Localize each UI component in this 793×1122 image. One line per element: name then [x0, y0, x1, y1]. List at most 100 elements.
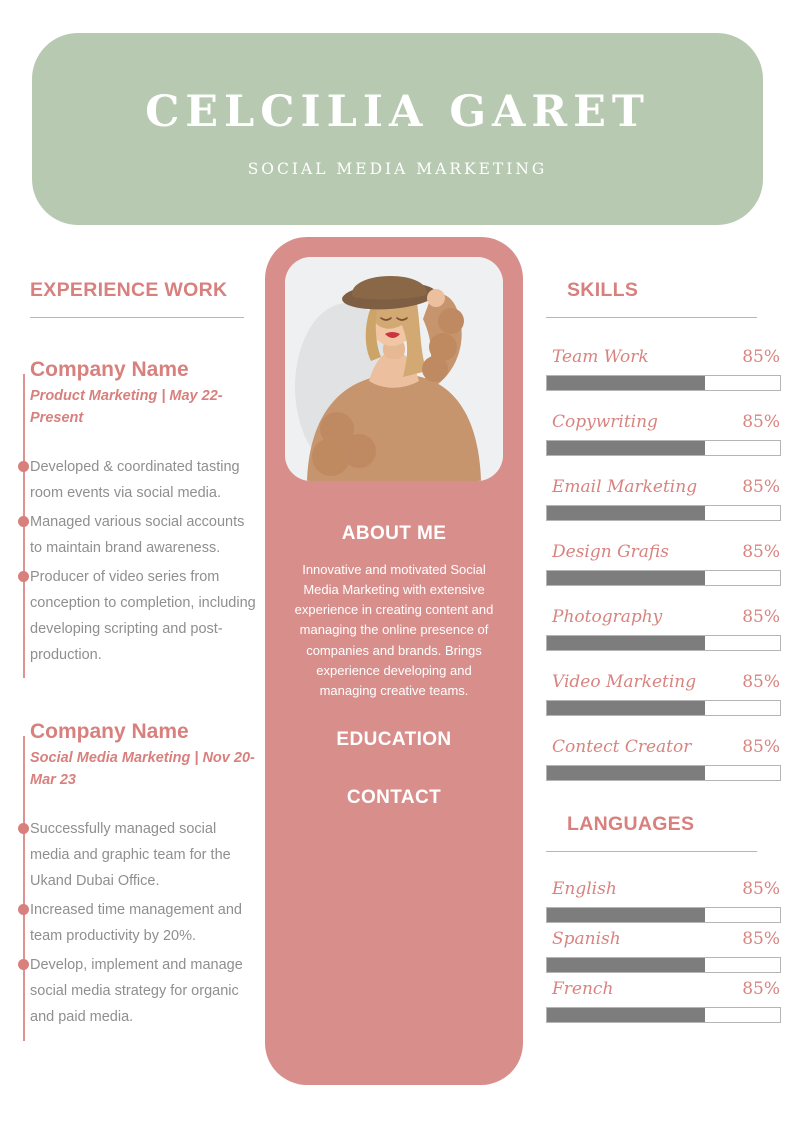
- job-bullet: Producer of video series from conception…: [18, 564, 258, 668]
- skill-progress-bar: [546, 570, 781, 586]
- profile-photo: [285, 257, 503, 481]
- job-bullet-text: Increased time management and team produ…: [30, 902, 242, 945]
- skill-progress-bar: [546, 907, 781, 923]
- skills-section: SKILLS Team Work 85% Copywriting 85% Ema…: [546, 279, 781, 1029]
- job-list: Company Name Product Marketing | May 22-…: [12, 358, 258, 1041]
- job-bullet-text: Developed & coordinated tasting room eve…: [30, 458, 240, 501]
- job-bullet-text: Develop, implement and manage social med…: [30, 957, 243, 1026]
- skill-progress-fill: [547, 766, 706, 780]
- about-heading: ABOUT ME: [341, 523, 447, 544]
- skill-percent: 85%: [742, 879, 780, 899]
- skill-progress-bar: [546, 505, 781, 521]
- skill-item: French 85%: [546, 979, 781, 1023]
- job-bullet-text: Producer of video series from conception…: [30, 568, 256, 664]
- job-bullet: Managed various social accounts to maint…: [18, 509, 258, 561]
- skill-percent: 85%: [742, 607, 780, 627]
- about-text: Innovative and motivated Social Media Ma…: [294, 562, 494, 698]
- skill-percent: 85%: [742, 412, 780, 432]
- skill-label: Video Marketing: [552, 672, 697, 692]
- skill-progress-fill: [547, 636, 706, 650]
- job-bullet-text: Successfully managed social media and gr…: [30, 820, 231, 889]
- experience-heading: EXPERIENCE WORK: [30, 279, 228, 301]
- job-role-dates: Social Media Marketing | Nov 20-Mar 23: [30, 750, 255, 788]
- skill-label: Team Work: [552, 347, 649, 367]
- person-name: CELCILIA GARET: [145, 87, 650, 137]
- skill-progress-fill: [547, 701, 706, 715]
- skill-label: Design Grafis: [552, 542, 669, 562]
- header-banner: CELCILIA GARET SOCIAL MEDIA MARKETING: [32, 33, 763, 225]
- skill-progress-fill: [547, 908, 706, 922]
- company-name: Company Name: [30, 720, 189, 744]
- languages-section: LANGUAGES English 85% Spanish 85% French…: [546, 813, 781, 1023]
- skill-item: Video Marketing 85%: [546, 672, 781, 716]
- skill-row: Photography 85%: [546, 607, 781, 627]
- skill-percent: 85%: [742, 979, 780, 999]
- skill-item: Contect Creator 85%: [546, 737, 781, 781]
- job-bullet: Successfully managed social media and gr…: [18, 816, 258, 894]
- skill-label: English: [552, 879, 617, 899]
- section-divider: [546, 317, 757, 318]
- company-name: Company Name: [30, 358, 189, 381]
- skill-label: Copywriting: [552, 412, 658, 432]
- skill-row: Design Grafis 85%: [546, 542, 781, 562]
- education-heading: EDUCATION: [336, 728, 452, 750]
- skill-row: Contect Creator 85%: [546, 737, 781, 757]
- skill-item: Team Work 85%: [546, 347, 781, 391]
- skill-percent: 85%: [742, 737, 780, 757]
- experience-job: Company Name Social Media Marketing | No…: [12, 720, 258, 1041]
- skill-progress-bar: [546, 700, 781, 716]
- job-role-dates: Product Marketing | May 22-Present: [30, 388, 223, 426]
- skill-progress-bar: [546, 957, 781, 973]
- job-bullet: Developed & coordinated tasting room eve…: [18, 454, 258, 506]
- skill-row: Email Marketing 85%: [546, 477, 781, 497]
- skill-label: Contect Creator: [552, 737, 692, 757]
- experience-job: Company Name Product Marketing | May 22-…: [12, 358, 258, 679]
- skill-percent: 85%: [742, 477, 780, 497]
- languages-heading: LANGUAGES: [567, 813, 695, 835]
- skill-row: Spanish 85%: [546, 929, 781, 949]
- person-job-title: SOCIAL MEDIA MARKETING: [247, 160, 548, 178]
- skill-progress-bar: [546, 635, 781, 651]
- skill-progress-fill: [547, 571, 706, 585]
- section-divider: [30, 317, 244, 318]
- skill-progress-fill: [547, 376, 706, 390]
- skill-item: Design Grafis 85%: [546, 542, 781, 586]
- woman-portrait-image: [285, 257, 503, 481]
- job-bullet: Develop, implement and manage social med…: [18, 952, 258, 1030]
- skill-label: French: [552, 979, 614, 999]
- section-divider: [546, 851, 757, 852]
- skill-percent: 85%: [742, 542, 780, 562]
- skill-item: Copywriting 85%: [546, 412, 781, 456]
- skill-item: Spanish 85%: [546, 929, 781, 973]
- skill-progress-bar: [546, 375, 781, 391]
- skill-percent: 85%: [742, 929, 780, 949]
- skills-heading: SKILLS: [567, 279, 639, 301]
- skill-row: French 85%: [546, 979, 781, 999]
- skill-progress-fill: [547, 1008, 706, 1022]
- job-bullet-list: Successfully managed social media and gr…: [18, 816, 258, 1031]
- job-bullet: Increased time management and team produ…: [18, 897, 258, 949]
- skill-item: Photography 85%: [546, 607, 781, 651]
- skill-progress-fill: [547, 441, 706, 455]
- language-list: English 85% Spanish 85% French 85%: [546, 879, 781, 1023]
- skill-label: Email Marketing: [552, 477, 698, 497]
- profile-panel: ABOUT ME Innovative and motivated Social…: [265, 237, 523, 1085]
- skill-progress-bar: [546, 1007, 781, 1023]
- skill-label: Spanish: [552, 929, 621, 949]
- skill-item: English 85%: [546, 879, 781, 923]
- skill-row: Copywriting 85%: [546, 412, 781, 432]
- skill-label: Photography: [552, 607, 663, 627]
- experience-section: EXPERIENCE WORK Company Name Product Mar…: [12, 279, 258, 1083]
- job-bullet-text: Managed various social accounts to maint…: [30, 513, 245, 556]
- skill-progress-bar: [546, 440, 781, 456]
- skill-percent: 85%: [742, 672, 780, 692]
- skill-list: Team Work 85% Copywriting 85% Email Mark…: [546, 347, 781, 781]
- skill-row: English 85%: [546, 879, 781, 899]
- contact-heading: CONTACT: [346, 786, 442, 808]
- skill-percent: 85%: [742, 347, 780, 367]
- skill-progress-bar: [546, 765, 781, 781]
- skill-progress-fill: [547, 506, 706, 520]
- skill-progress-fill: [547, 958, 706, 972]
- job-bullet-list: Developed & coordinated tasting room eve…: [18, 454, 258, 669]
